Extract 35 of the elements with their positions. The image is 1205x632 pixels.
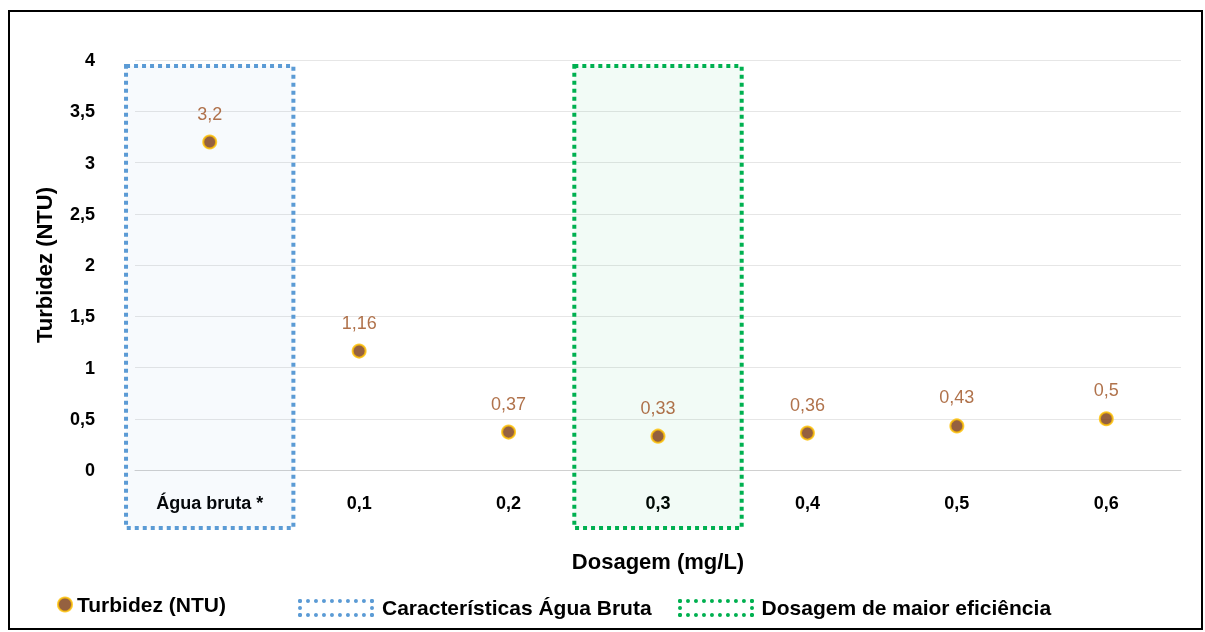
data-label: 0,43 bbox=[939, 387, 975, 408]
y-tick-label: 4 bbox=[84, 50, 95, 70]
data-label: 0,5 bbox=[1093, 380, 1119, 401]
y-tick-label: 3 bbox=[84, 152, 95, 173]
y-tick-label: 0,5 bbox=[69, 408, 95, 429]
y-tick-label: 1,5 bbox=[69, 306, 95, 327]
x-tick-label: 0,5 bbox=[944, 493, 970, 513]
x-tick-label: 0,6 bbox=[1093, 493, 1119, 513]
x-tick-label: 0,3 bbox=[645, 493, 671, 513]
data-label: 0,37 bbox=[491, 393, 527, 414]
y-axis-title: Turbidez (NTU) bbox=[31, 186, 57, 344]
data-label: 0,36 bbox=[789, 394, 825, 415]
data-label: 0,33 bbox=[640, 397, 676, 418]
point bbox=[650, 428, 666, 444]
data-label: 3,2 bbox=[197, 103, 223, 124]
y-tick-label: 1 bbox=[84, 357, 95, 378]
legend-label: Características Água Bruta bbox=[382, 596, 652, 620]
y-tick-label: 2 bbox=[84, 255, 95, 275]
y-tick-label: 3,5 bbox=[69, 101, 95, 122]
y-tick-label: 2,5 bbox=[69, 203, 95, 224]
point bbox=[351, 343, 367, 359]
point bbox=[799, 425, 815, 441]
point bbox=[501, 424, 517, 440]
x-tick-label: 0,4 bbox=[794, 493, 820, 513]
point bbox=[949, 418, 965, 434]
x-tick-label: 0,1 bbox=[346, 493, 372, 513]
point bbox=[1098, 411, 1114, 427]
x-tick-label: Água bruta * bbox=[156, 492, 264, 513]
legend-label: Turbidez (NTU) bbox=[77, 593, 226, 616]
x-tick-label: 0,2 bbox=[496, 493, 522, 513]
data-label: 1,16 bbox=[341, 312, 377, 333]
y-tick-label: 0 bbox=[84, 460, 95, 480]
point bbox=[202, 134, 218, 150]
x-axis-title: Dosagem (mg/L) bbox=[571, 548, 745, 574]
legend-label: Dosagem de maior eficiência bbox=[761, 596, 1052, 620]
